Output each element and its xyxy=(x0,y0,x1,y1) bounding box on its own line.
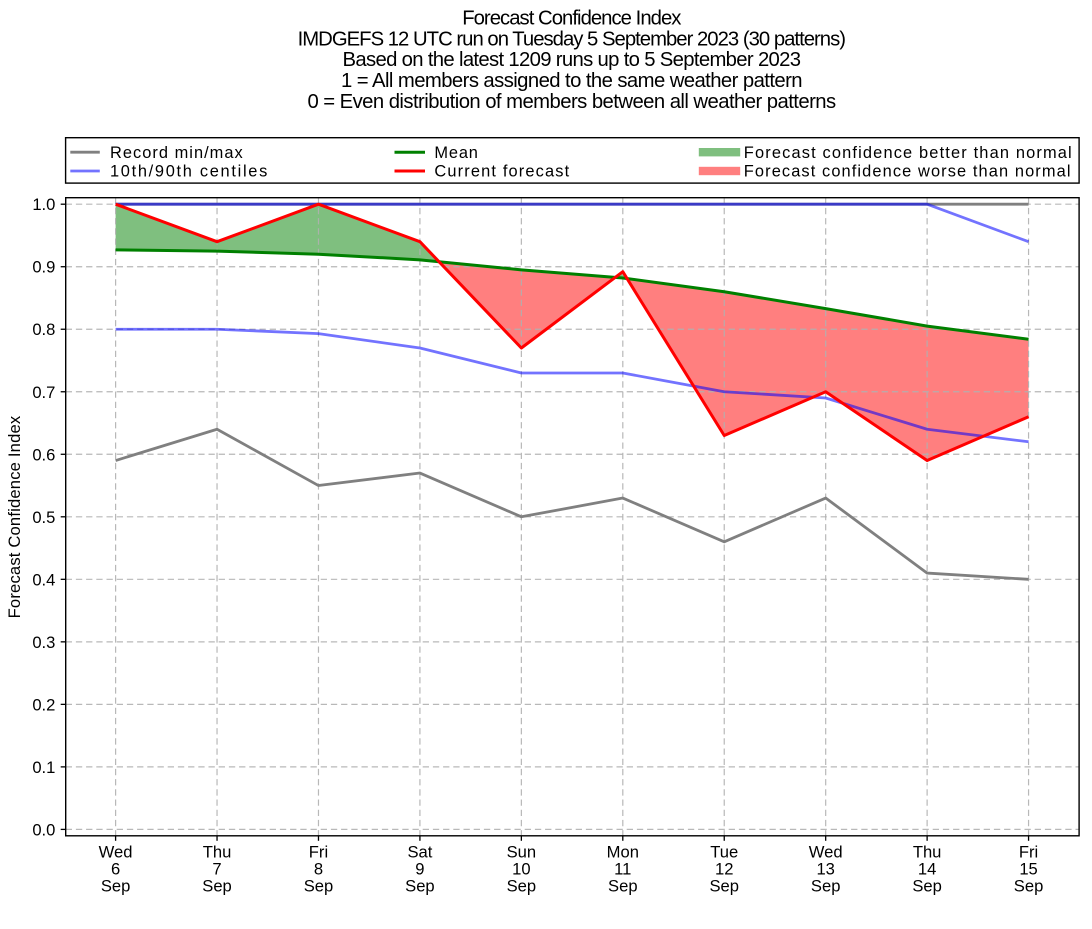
svg-text:Thu: Thu xyxy=(203,842,232,861)
svg-text:Forecast confidence better tha: Forecast confidence better than normal xyxy=(744,144,1072,162)
svg-text:10th/90th centiles: 10th/90th centiles xyxy=(110,162,267,180)
svg-text:0.6: 0.6 xyxy=(32,445,55,464)
svg-text:0.7: 0.7 xyxy=(32,383,55,402)
svg-text:Thu: Thu xyxy=(913,842,942,861)
svg-text:Based on the latest 1209 runs: Based on the latest 1209 runs up to 5 Se… xyxy=(343,49,802,71)
svg-text:6: 6 xyxy=(111,859,120,878)
svg-text:Record min/max: Record min/max xyxy=(110,144,243,162)
svg-text:Forecast confidence worse than: Forecast confidence worse than normal xyxy=(744,162,1071,180)
svg-text:0.1: 0.1 xyxy=(32,758,55,777)
svg-text:0.3: 0.3 xyxy=(32,633,55,652)
svg-text:Sep: Sep xyxy=(101,876,131,895)
svg-text:0.5: 0.5 xyxy=(32,508,55,527)
svg-text:Sep: Sep xyxy=(811,876,841,895)
svg-text:Sep: Sep xyxy=(507,876,537,895)
svg-text:0.8: 0.8 xyxy=(32,320,55,339)
svg-text:0.4: 0.4 xyxy=(32,570,55,589)
svg-text:1 = All members assigned to th: 1 = All members assigned to the same wea… xyxy=(341,70,803,92)
svg-text:0.2: 0.2 xyxy=(32,695,55,714)
svg-text:10: 10 xyxy=(512,859,530,878)
svg-text:Sep: Sep xyxy=(709,876,739,895)
svg-text:Current forecast: Current forecast xyxy=(434,162,569,180)
svg-text:Forecast Confidence Index: Forecast Confidence Index xyxy=(5,415,24,618)
svg-text:Sep: Sep xyxy=(912,876,942,895)
svg-text:11: 11 xyxy=(614,859,631,878)
svg-text:Mean: Mean xyxy=(434,144,478,162)
svg-text:0 = Even distribution of membe: 0 = Even distribution of members between… xyxy=(307,91,836,113)
svg-text:Sep: Sep xyxy=(1014,876,1044,895)
svg-text:Sep: Sep xyxy=(405,876,435,895)
svg-text:13: 13 xyxy=(816,859,834,878)
svg-text:12: 12 xyxy=(715,859,733,878)
svg-text:Sep: Sep xyxy=(304,876,334,895)
svg-text:Sat: Sat xyxy=(407,842,432,861)
svg-text:1.0: 1.0 xyxy=(32,195,55,214)
svg-text:7: 7 xyxy=(212,859,221,878)
svg-text:0.9: 0.9 xyxy=(32,258,55,277)
svg-text:Tue: Tue xyxy=(710,842,738,861)
svg-text:Sep: Sep xyxy=(202,876,232,895)
svg-text:14: 14 xyxy=(918,859,936,878)
svg-text:Fri: Fri xyxy=(1019,842,1038,861)
svg-text:Fri: Fri xyxy=(309,842,328,861)
svg-text:Mon: Mon xyxy=(607,842,639,861)
svg-text:Wed: Wed xyxy=(809,842,843,861)
svg-text:Forecast Confidence Index: Forecast Confidence Index xyxy=(462,8,681,30)
svg-text:Wed: Wed xyxy=(99,842,133,861)
svg-text:0.0: 0.0 xyxy=(32,820,55,839)
svg-text:9: 9 xyxy=(415,859,424,878)
svg-text:Sep: Sep xyxy=(608,876,638,895)
svg-text:8: 8 xyxy=(314,859,323,878)
svg-text:15: 15 xyxy=(1019,859,1037,878)
svg-text:IMDGEFS 12 UTC run on Tuesday: IMDGEFS 12 UTC run on Tuesday 5 Septembe… xyxy=(298,28,846,50)
svg-text:Sun: Sun xyxy=(507,842,537,861)
